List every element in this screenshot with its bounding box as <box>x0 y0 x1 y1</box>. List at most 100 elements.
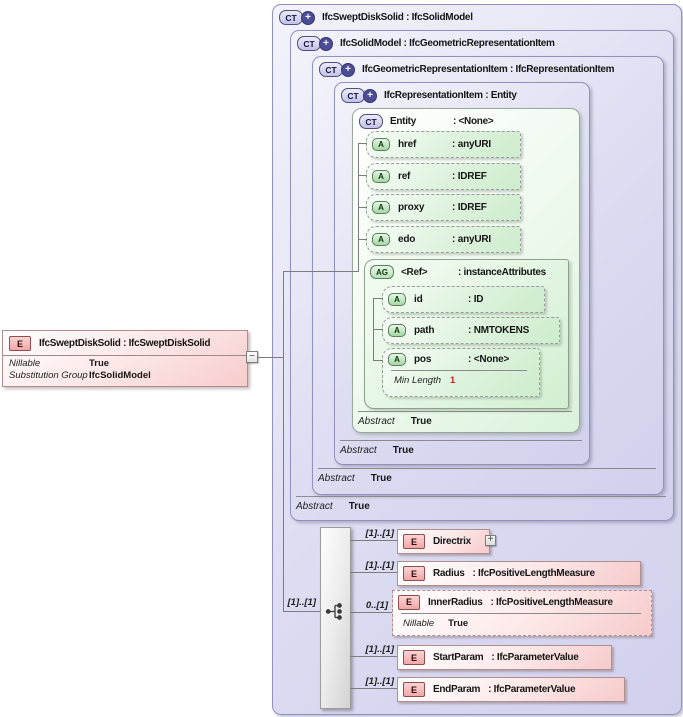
attribute-group-name: <Ref> <box>401 266 428 278</box>
attribute-node-href[interactable]: A href : anyURI <box>366 131 521 158</box>
connector-line <box>358 175 367 176</box>
attribute-node-pos[interactable]: A pos : <None> Min Length 1 <box>382 348 540 397</box>
complex-type-icon: CT <box>359 114 383 129</box>
attribute-name: proxy <box>398 202 425 213</box>
element-node-directrix[interactable]: E Directrix <box>397 529 490 554</box>
attribute-icon: A <box>388 293 406 306</box>
element-name: InnerRadius <box>428 596 483 608</box>
element-name: EndParam <box>433 684 481 695</box>
element-title: IfcSweptDiskSolid : IfcSweptDiskSolid <box>39 338 211 349</box>
separator-line <box>391 370 527 371</box>
attribute-group-icon: AG <box>370 265 394 279</box>
attribute-type: : IDREF <box>452 202 487 213</box>
element-type: : IfcParameterValue <box>491 652 579 663</box>
attribute-name: id <box>414 294 423 305</box>
abstract-label: Abstract <box>358 416 395 427</box>
abstract-value: True <box>348 501 370 512</box>
separator-line <box>401 613 641 614</box>
attribute-icon: A <box>372 201 390 214</box>
nillable-label: Nillable <box>403 618 435 629</box>
element-name: Directrix <box>433 536 471 547</box>
attribute-type: : anyURI <box>452 139 491 150</box>
nillable-row: Nillable True <box>393 614 651 629</box>
element-node-startparam[interactable]: E StartParam : IfcParameterValue <box>397 645 612 670</box>
cardinality-label: [1]..[1] <box>365 644 395 655</box>
complex-type-icon: CT + <box>297 36 333 51</box>
connector-line <box>350 612 392 613</box>
separator-line <box>358 411 572 412</box>
connector-line <box>358 207 367 208</box>
abstract-value: True <box>410 416 432 427</box>
element-node-radius[interactable]: E Radius : IfcPositiveLengthMeasure <box>397 561 641 586</box>
element-icon: E <box>403 682 425 697</box>
attribute-type: : IDREF <box>452 171 487 182</box>
attribute-node-path[interactable]: A path : NMTOKENS <box>382 317 560 344</box>
attribute-node-ref[interactable]: A ref : IDREF <box>366 163 521 190</box>
cardinality-label: [1]..[1] <box>287 597 317 608</box>
attribute-node-id[interactable]: A id : ID <box>382 286 545 313</box>
sequence-icon <box>325 603 342 620</box>
abstract-row: Abstract True <box>358 416 432 427</box>
attribute-name: ref <box>398 171 411 182</box>
connector-line <box>283 271 358 272</box>
attribute-icon: A <box>372 233 390 246</box>
element-node-ifcsweptdisksolid[interactable]: E IfcSweptDiskSolid : IfcSweptDiskSolid … <box>2 330 248 387</box>
type-title: IfcRepresentationItem : Entity <box>384 90 517 101</box>
connector-line <box>373 298 383 299</box>
property-value: True <box>89 358 110 369</box>
type-title: IfcSolidModel : IfcGeometricRepresentati… <box>340 38 555 49</box>
element-node-innerradius[interactable]: E InnerRadius : IfcPositiveLengthMeasure… <box>392 590 652 636</box>
abstract-value: True <box>392 445 414 456</box>
connector-line <box>358 143 367 144</box>
connector-line <box>283 611 320 612</box>
separator-line <box>296 496 666 497</box>
abstract-row: Abstract True <box>340 445 414 456</box>
element-icon: E <box>398 594 420 610</box>
attribute-name: edo <box>398 234 416 245</box>
attribute-name: href <box>398 139 417 150</box>
expand-button[interactable]: + <box>485 535 496 546</box>
connector-line <box>350 572 397 573</box>
attribute-type: : ID <box>468 294 484 305</box>
connector-line <box>373 329 383 330</box>
abstract-row: Abstract True <box>318 473 392 484</box>
complex-type-icon: CT + <box>279 10 315 25</box>
property-row: Substitution Group IfcSolidModel <box>9 370 241 381</box>
derived-plus-icon: + <box>319 36 333 51</box>
attribute-node-proxy[interactable]: A proxy : IDREF <box>366 194 521 221</box>
facet-row: Min Length 1 <box>383 371 539 386</box>
type-title: IfcSweptDiskSolid : IfcSolidModel <box>322 12 473 23</box>
nillable-value: True <box>448 618 469 629</box>
type-name: Entity <box>390 116 416 127</box>
connector-line <box>373 360 383 361</box>
connector-line <box>358 239 367 240</box>
facet-min-length-label: Min Length <box>394 375 442 386</box>
separator-line <box>340 440 582 441</box>
collapse-button[interactable]: − <box>246 351 258 363</box>
element-icon: E <box>9 336 31 351</box>
element-icon: E <box>403 534 425 549</box>
attribute-node-edo[interactable]: A edo : anyURI <box>366 226 521 253</box>
element-name: StartParam <box>433 652 484 663</box>
element-node-endparam[interactable]: E EndParam : IfcParameterValue <box>397 677 625 702</box>
connector-line <box>258 357 283 358</box>
attribute-type: : anyURI <box>452 234 491 245</box>
type-base: : <None> <box>453 116 494 127</box>
derived-plus-icon: + <box>301 10 315 25</box>
attribute-type: : <None> <box>468 354 510 365</box>
derived-plus-icon: + <box>341 62 355 77</box>
element-type: : IfcPositiveLengthMeasure <box>490 596 614 608</box>
facet-min-length-value: 1 <box>450 375 456 386</box>
connector-line <box>283 271 284 612</box>
separator-line <box>318 468 656 469</box>
complex-type-icon: CT + <box>341 88 377 103</box>
attribute-icon: A <box>372 170 390 183</box>
abstract-label: Abstract <box>296 501 333 512</box>
derived-plus-icon: + <box>363 88 377 103</box>
type-title: IfcGeometricRepresentationItem : IfcRepr… <box>362 64 615 75</box>
property-value: IfcSolidModel <box>89 370 151 381</box>
property-label: Nillable <box>9 358 41 369</box>
connector-line <box>350 540 397 541</box>
connector-line <box>350 688 397 689</box>
